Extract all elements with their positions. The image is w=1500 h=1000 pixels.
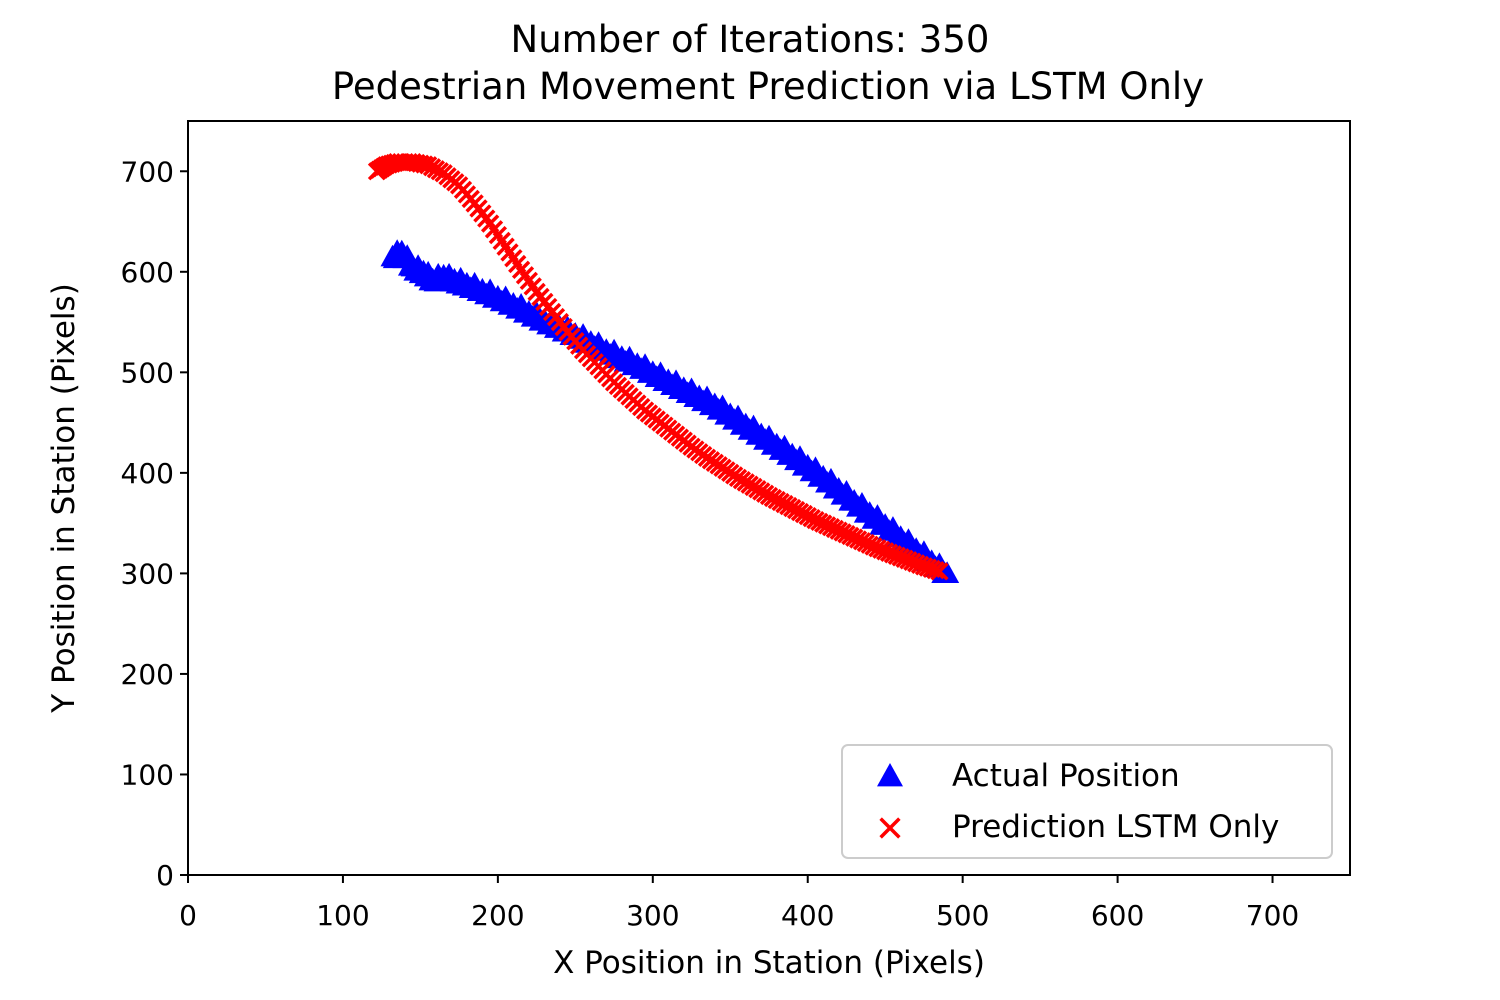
x-tick-label: 600 [1091, 899, 1144, 932]
y-tick-label: 500 [121, 356, 174, 389]
x-tick-label: 200 [471, 899, 524, 932]
series-prediction-lstm-only [367, 153, 949, 581]
plot-frame [187, 120, 1351, 876]
y-axis-label: Y Position in Station (Pixels) [46, 283, 82, 714]
chart-title: Number of Iterations: 350 [511, 18, 990, 61]
x-tick-label: 100 [316, 899, 369, 932]
legend-label-prediction: Prediction LSTM Only [952, 809, 1279, 845]
plot-area [187, 120, 1351, 876]
legend-box [841, 744, 1333, 859]
y-axis: 0 100 200 300 400 500 600 700 [121, 155, 188, 892]
legend: Actual Position Prediction LSTM Only [841, 744, 1333, 859]
series-layer [367, 153, 960, 583]
x-tick-label: 700 [1246, 899, 1299, 932]
x-axis-label: X Position in Station (Pixels) [553, 945, 985, 981]
x-tick-label: 400 [781, 899, 834, 932]
y-tick-label: 200 [121, 658, 174, 691]
x-tick-label: 300 [626, 899, 679, 932]
legend-marker-actual [877, 763, 903, 787]
y-tick-label: 700 [121, 155, 174, 188]
legend-triangle-icon [877, 763, 903, 787]
series-actual-position [380, 239, 960, 583]
y-tick-label: 0 [156, 859, 174, 892]
chart-subtitle: Pedestrian Movement Prediction via LSTM … [332, 65, 1204, 108]
legend-label-actual: Actual Position [952, 758, 1180, 794]
legend-x-icon [879, 817, 901, 839]
y-tick-label: 100 [121, 758, 174, 791]
x-axis: 0 100 200 300 400 500 600 700 [179, 875, 1299, 932]
data-point [926, 560, 945, 580]
y-tick-label: 600 [121, 256, 174, 289]
y-tick-label: 300 [121, 557, 174, 590]
x-tick-label: 0 [179, 899, 197, 932]
data-point [930, 562, 949, 581]
legend-marker-prediction [879, 817, 901, 839]
x-tick-label: 500 [936, 899, 989, 932]
y-tick-label: 400 [121, 457, 174, 490]
